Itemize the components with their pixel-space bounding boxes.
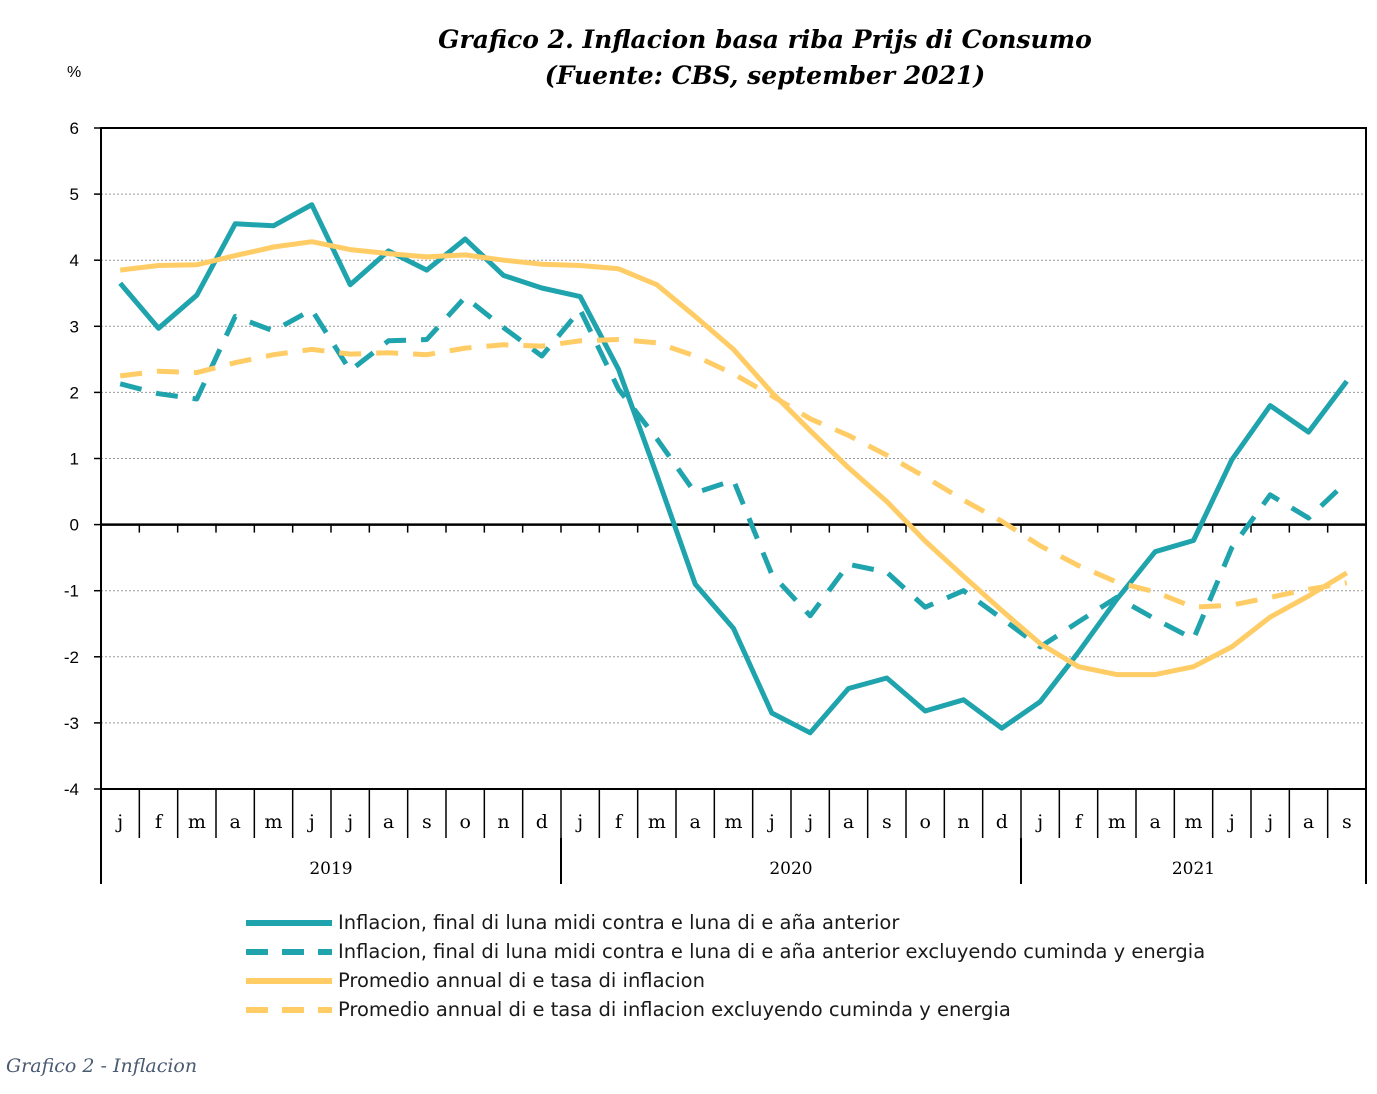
series-line [119, 239, 1349, 678]
month-label: j [345, 811, 353, 833]
month-label: a [230, 811, 241, 833]
month-label: a [1303, 811, 1314, 833]
chart-plot-area: 6 5 4 3 2 1 0 -1 -2 -3 -4 j f m a m j j a s o n d j f m a m j j a s o n d j… [64, 119, 1367, 884]
y-tick-label: -4 [64, 780, 79, 799]
legend-label: Promedio annual di e tasa di inflacion e… [338, 998, 1011, 1021]
y-axis-unit-label: % [67, 64, 82, 81]
month-label: s [1342, 811, 1352, 833]
month-label: f [1075, 811, 1084, 833]
month-label: j [307, 811, 315, 833]
month-label: j [767, 811, 775, 833]
y-tick-label: 2 [70, 383, 79, 402]
month-label: a [843, 811, 854, 833]
legend-swatch [246, 1006, 332, 1013]
month-label: m [1108, 811, 1126, 833]
year-label: 2021 [1172, 859, 1215, 879]
y-tick-label: -1 [64, 582, 79, 601]
legend-item: Inflacion, final di luna midi contra e l… [246, 937, 1205, 966]
month-label: f [615, 811, 624, 833]
year-label: 2019 [309, 859, 352, 879]
chart-title: Grafico 2. Inflacion basa riba Prijs di … [0, 22, 1377, 94]
series-line [118, 202, 1349, 736]
month-label: j [575, 811, 583, 833]
legend-swatch [246, 948, 332, 955]
series-line [119, 337, 1348, 610]
y-tick-label: 4 [70, 251, 79, 270]
month-label: m [188, 811, 206, 833]
month-label: j [1265, 811, 1273, 833]
month-label: d [996, 811, 1008, 833]
legend-swatch [246, 919, 332, 926]
month-label: j [115, 811, 123, 833]
y-tick-label: 5 [70, 185, 79, 204]
month-label: s [422, 811, 432, 833]
legend-label: Inflacion, final di luna midi contra e l… [338, 940, 1206, 963]
legend-label: Inflacion, final di luna midi contra e l… [338, 911, 900, 934]
y-tick-label: -3 [64, 714, 79, 733]
figure-caption: Grafico 2 - Inflacion [6, 1055, 198, 1077]
chart-legend: Inflacion, final di luna midi contra e l… [246, 908, 1205, 1024]
chart-title-line-2: (Fuente: CBS, september 2021) [544, 61, 986, 90]
month-label: a [383, 811, 394, 833]
y-tick-label: 0 [70, 516, 79, 535]
month-label: a [1150, 811, 1161, 833]
month-label: m [264, 811, 282, 833]
legend-label: Promedio annual di e tasa di inflacion [338, 969, 705, 992]
legend-item: Inflacion, final di luna midi contra e l… [246, 908, 1205, 937]
series-line [119, 294, 1349, 650]
month-label: m [648, 811, 666, 833]
month-label: s [882, 811, 892, 833]
month-label: n [957, 811, 969, 833]
legend-item: Promedio annual di e tasa di inflacion [246, 966, 1205, 995]
legend-item: Promedio annual di e tasa di inflacion e… [246, 995, 1205, 1024]
month-label: j [1227, 811, 1235, 833]
year-label: 2020 [769, 859, 812, 879]
month-label: j [805, 811, 813, 833]
month-label: j [1035, 811, 1043, 833]
y-tick-label: 3 [70, 317, 79, 336]
month-label: m [724, 811, 742, 833]
month-label: o [459, 811, 470, 833]
y-tick-label: 1 [70, 450, 79, 469]
legend-swatch [246, 977, 332, 984]
month-label: m [1184, 811, 1202, 833]
y-tick-label: 6 [70, 119, 79, 138]
month-label: a [690, 811, 701, 833]
chart-title-line-1: Grafico 2. Inflacion basa riba Prijs di … [438, 25, 1092, 54]
month-label: f [155, 811, 164, 833]
y-tick-label: -2 [64, 648, 79, 667]
month-label: n [497, 811, 509, 833]
month-label: o [919, 811, 930, 833]
month-label: d [536, 811, 548, 833]
plot-frame [100, 127, 1367, 790]
